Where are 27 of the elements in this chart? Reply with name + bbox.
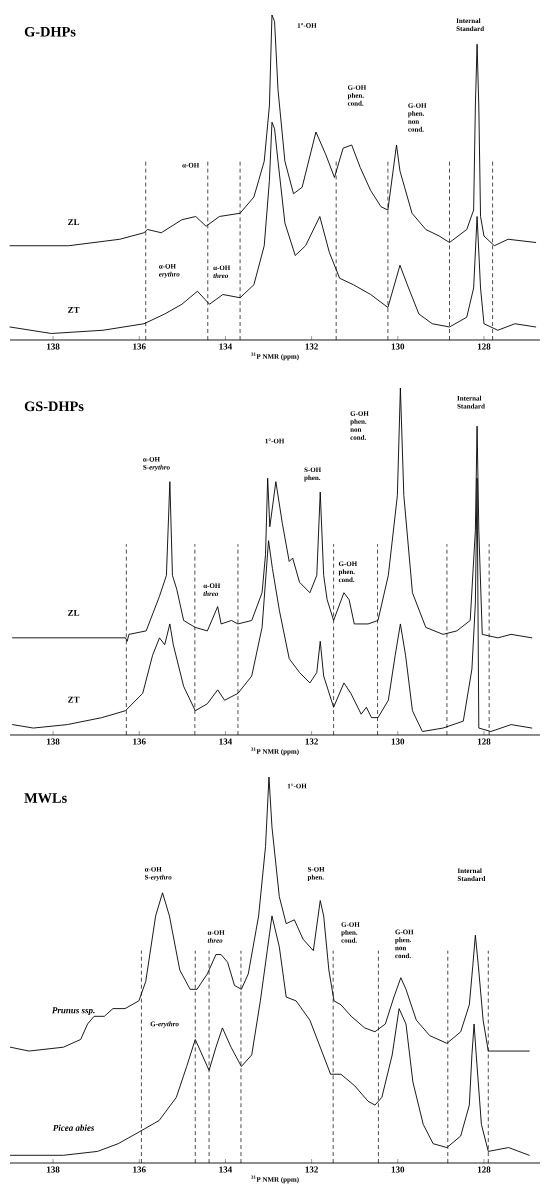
x-tick-label: 132 (305, 343, 318, 350)
series-label: Prunus ssp. (51, 1007, 95, 1016)
text: ZT (68, 306, 80, 313)
x-tick-label: 130 (391, 1166, 405, 1173)
text: ZL (68, 219, 80, 226)
x-tick-label: 128 (477, 343, 491, 350)
x-tick-label: 136 (133, 738, 146, 745)
text: MWLs (24, 793, 67, 803)
x-tick-label: 132 (305, 1166, 318, 1173)
x-tick-label: 136 (133, 1166, 146, 1173)
text: G-DHPs (24, 26, 76, 37)
x-tick-label: 136 (133, 343, 146, 350)
text: ZL (68, 609, 80, 616)
x-tick-label: 132 (305, 738, 318, 745)
x-tick-label: 130 (391, 738, 405, 745)
text: ZT (68, 696, 80, 703)
x-tick-label: 134 (219, 738, 232, 745)
text: Picea abies (52, 1124, 95, 1131)
x-tick-label: 128 (477, 1166, 491, 1173)
x-tick-label: 128 (477, 738, 491, 745)
x-tick-label: 138 (47, 1166, 60, 1173)
x-tick-label: 138 (47, 738, 60, 745)
x-tick-label: 130 (391, 343, 405, 350)
text: GS-DHPs (24, 401, 84, 412)
x-tick-label: 134 (219, 343, 232, 350)
x-tick-label: 134 (219, 1166, 232, 1173)
x-tick-label: 138 (47, 343, 60, 350)
